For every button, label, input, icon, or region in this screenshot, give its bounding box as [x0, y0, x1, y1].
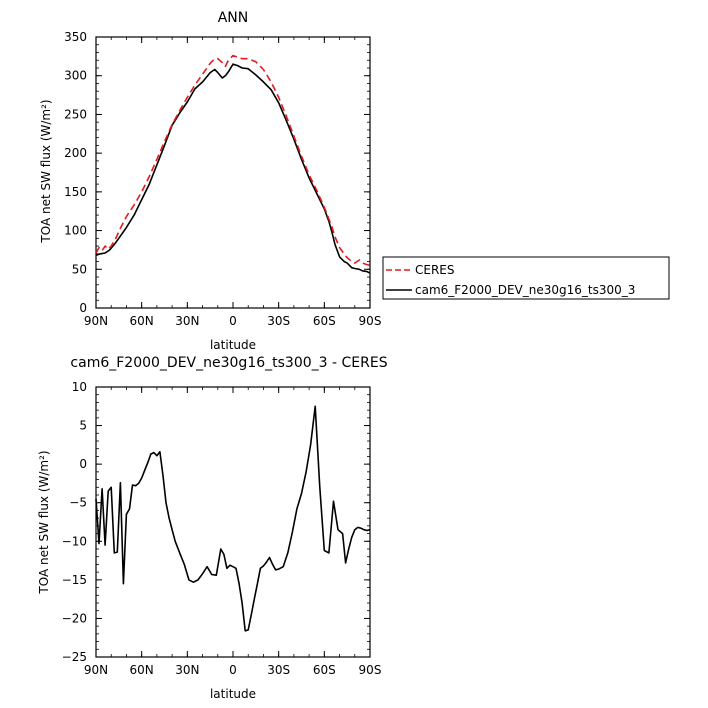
bottom-y-tick-label: −10 [62, 534, 87, 548]
top-x-tick-label: 60S [313, 314, 336, 328]
top-chart-axes: 90N 60N 30N 0 30S 60S 90S 0 50 100 150 200 250 300 350 [64, 30, 381, 328]
bottom-y-tick-label: 5 [79, 419, 87, 433]
bottom-y-tick-label: −20 [62, 611, 87, 625]
top-y-tick-label: 150 [64, 185, 87, 199]
top-y-tick-label: 100 [64, 224, 87, 238]
bottom-chart-axes: 90N 60N 30N 0 30S 60S 90S −25 −20 −15 −10 −5 0 5 10 [62, 380, 382, 677]
top-y-tick-label: 50 [72, 262, 87, 276]
bottom-chart: cam6_F2000_DEV_ne30g16_ts300_3 - CERES T… [37, 355, 388, 701]
top-y-tick-label: 350 [64, 30, 87, 44]
top-plot-frame [95, 36, 371, 309]
top-x-tick-label: 90N [84, 314, 108, 328]
top-x-tick-label: 90S [359, 314, 382, 328]
bottom-y-tick-label: −5 [69, 496, 87, 510]
top-x-tick-label: 30N [175, 314, 199, 328]
legend-label-model: cam6_F2000_DEV_ne30g16_ts300_3 [415, 283, 635, 297]
bottom-x-tick-label: 30S [267, 663, 290, 677]
bottom-chart-xlabel: latitude [210, 687, 256, 701]
top-x-tick-label: 60N [130, 314, 154, 328]
bottom-x-tick-label: 60N [130, 663, 154, 677]
bottom-x-tick-label: 30N [175, 663, 199, 677]
top-y-tick-label: 0 [79, 301, 87, 315]
top-x-tick-label: 0 [229, 314, 237, 328]
top-chart-xlabel: latitude [210, 338, 256, 352]
legend: CERES cam6_F2000_DEV_ne30g16_ts300_3 [382, 256, 670, 300]
bottom-chart-title: cam6_F2000_DEV_ne30g16_ts300_3 - CERES [70, 355, 387, 371]
bottom-x-tick-label: 0 [229, 663, 237, 677]
top-chart-title: ANN [218, 10, 249, 26]
bottom-chart-series [95, 405, 371, 632]
bottom-chart-ylabel: TOA net SW flux (W/m²) [37, 450, 51, 594]
top-chart-ylabel: TOA net SW flux (W/m²) [39, 99, 53, 243]
top-x-tick-label: 30S [267, 314, 290, 328]
bottom-y-tick-label: −15 [62, 573, 87, 587]
top-chart-series [95, 54, 371, 274]
bottom-y-tick-label: −25 [62, 650, 87, 664]
bottom-series-line-0 [95, 405, 371, 632]
bottom-y-tick-label: 0 [79, 457, 87, 471]
bottom-plot-frame [95, 386, 371, 658]
bottom-x-tick-label: 90S [359, 663, 382, 677]
top-series-line-1 [95, 63, 371, 274]
bottom-x-tick-label: 60S [313, 663, 336, 677]
top-y-tick-label: 300 [64, 69, 87, 83]
bottom-x-tick-label: 90N [84, 663, 108, 677]
top-series-line-0 [95, 54, 371, 267]
top-chart: ANN TOA net SW flux (W/m²) latitude 90N 6… [39, 10, 381, 352]
top-y-tick-label: 250 [64, 107, 87, 121]
legend-box [382, 256, 670, 300]
top-y-tick-label: 200 [64, 146, 87, 160]
bottom-y-tick-label: 10 [72, 380, 87, 394]
legend-label-ceres: CERES [415, 263, 455, 277]
